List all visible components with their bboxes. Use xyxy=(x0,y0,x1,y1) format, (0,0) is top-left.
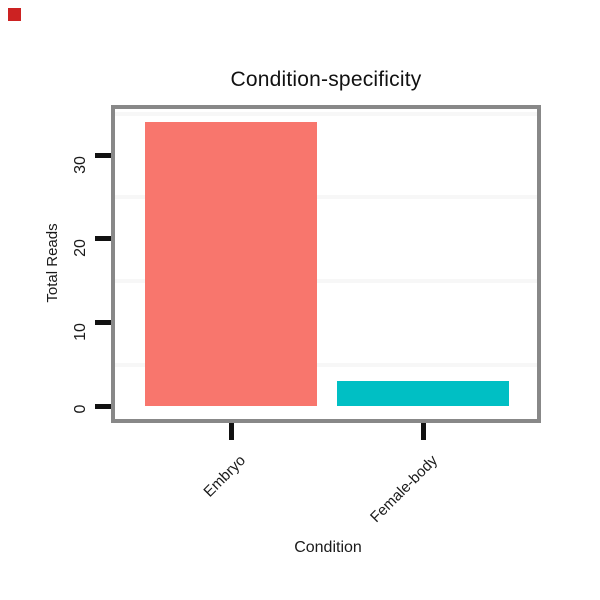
red-square-marker xyxy=(8,8,21,21)
y-tick-label-10: 10 xyxy=(72,323,89,341)
y-tick-label-20: 20 xyxy=(72,239,89,257)
minor-gridline-5 xyxy=(115,363,537,367)
y-tick-label-30: 30 xyxy=(72,156,89,174)
bar-female-body xyxy=(337,381,509,407)
y-axis-tick-10 xyxy=(95,320,111,325)
y-axis-title: Total Reads xyxy=(44,223,61,303)
x-axis-title: Condition xyxy=(294,539,362,556)
x-axis-tick-embryo xyxy=(229,423,234,440)
minor-gridline-35 xyxy=(115,112,537,116)
x-axis-tick-female-body xyxy=(421,423,426,440)
minor-gridline-15 xyxy=(115,279,537,283)
y-axis-tick-0 xyxy=(95,404,111,409)
y-axis-tick-20 xyxy=(95,236,111,241)
y-tick-label-0: 0 xyxy=(72,404,89,414)
bar-embryo xyxy=(145,122,317,407)
minor-gridline-25 xyxy=(115,195,537,199)
y-axis-tick-30 xyxy=(95,153,111,158)
chart-title: Condition-specificity xyxy=(230,68,422,91)
plot-panel xyxy=(111,105,541,423)
x-tick-label-embryo: Embryo xyxy=(200,452,250,501)
x-tick-label-female-body: Female-body xyxy=(367,452,442,526)
